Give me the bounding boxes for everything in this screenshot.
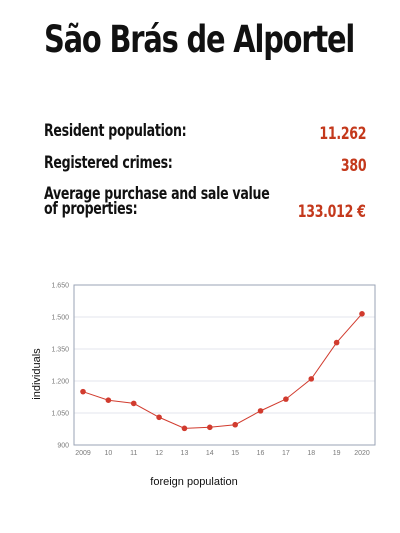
resident-population-value: 11.262 [319,124,366,144]
x-tick-label: 14 [206,450,214,457]
data-point [257,408,264,414]
x-tick-labels: 2009 10 11 12 13 14 15 16 17 18 19 2020 [75,450,370,457]
property-value-label-line1: Average purchase and sale value [44,184,270,204]
x-tick-label: 13 [181,450,189,457]
registered-crimes-value: 380 [340,156,367,176]
data-point [359,311,365,317]
data-point [80,388,86,395]
y-tick-labels: 900 1.050 1.200 1.350 1.500 1.650 [51,283,69,450]
grid-lines [74,316,375,414]
data-point [207,424,213,431]
x-tick-label: 18 [307,450,315,457]
x-tick-label: 15 [231,450,239,457]
x-tick-label: 2020 [354,450,370,457]
data-point [308,376,315,382]
page-title: São Brás de Alportel [44,18,355,61]
property-value-label-line2: of properties: [44,199,138,219]
data-point [333,339,340,346]
x-tick-label: 12 [155,450,163,457]
x-tick-label: 17 [282,450,290,457]
resident-population-label: Resident population: [44,121,187,141]
x-tick-label: 16 [257,450,265,457]
series-line [82,313,363,429]
foreign-population-chart: 900 1.050 1.200 1.350 1.500 1.650 2009 10 11 12 1… [31,283,376,488]
data-point [232,421,238,428]
registered-crimes-label: Registered crimes: [44,153,173,173]
series-layer [80,311,365,432]
y-tick-label: 900 [57,443,69,450]
data-point [130,400,137,407]
x-axis-label: foreign population [150,476,237,488]
plot-frame [73,284,376,446]
property-value-value: 133.012 € [298,202,366,222]
y-tick-label: 1.350 [51,347,69,354]
data-point [105,397,112,403]
x-tick-label: 10 [104,450,112,457]
x-tick-label: 19 [333,450,341,457]
x-tick-label: 11 [130,450,137,457]
data-point [283,396,289,402]
data-point [181,425,188,432]
x-tick-label: 2009 [75,450,91,457]
y-tick-label: 1.200 [51,379,69,386]
y-tick-label: 1.050 [51,411,69,418]
y-tick-label: 1.650 [51,283,69,290]
y-axis-label: individuals [31,348,43,400]
y-tick-label: 1.500 [51,315,69,322]
data-point [156,414,162,421]
